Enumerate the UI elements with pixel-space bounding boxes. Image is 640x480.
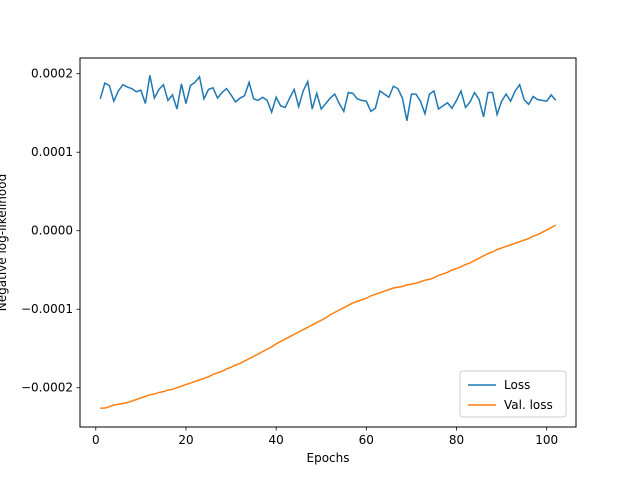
x-tick-label: 60 [359,433,374,447]
x-axis-label: Epochs [307,451,350,465]
y-axis: −0.0002 −0.0001 0.0000 0.0001 0.0002 [21,67,80,395]
x-tick-label: 20 [178,433,193,447]
plot-area-frame [79,57,577,428]
y-tick-label: 0.0001 [31,145,73,159]
y-tick-label: −0.0002 [21,381,73,395]
legend: Loss Val. loss [459,370,567,418]
y-tick-label: 0.0000 [31,224,73,238]
series-lines [99,75,557,409]
x-axis: 0 20 40 60 80 100 [92,427,558,447]
series-line-1 [99,75,557,121]
y-tick-label: 0.0002 [31,67,73,81]
y-axis-label: Negative log-likelihood [0,174,9,311]
y-tick-label: −0.0001 [21,302,73,316]
series-line-2 [100,224,557,409]
legend-label-2: Val. loss [504,398,553,412]
x-tick-label: 0 [92,433,100,447]
x-tick-label: 100 [535,433,558,447]
legend-label-1: Loss [504,378,530,392]
x-tick-label: 40 [269,433,284,447]
x-tick-label: 80 [449,433,464,447]
